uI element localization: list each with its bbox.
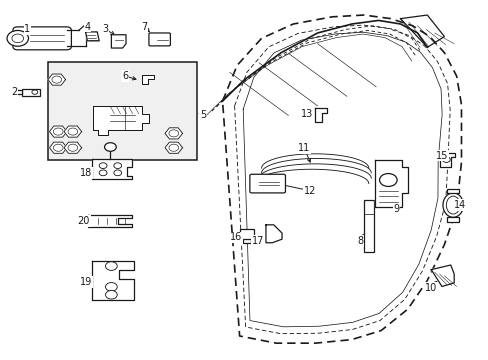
Text: 1: 1: [24, 24, 31, 35]
Polygon shape: [111, 35, 126, 48]
Bar: [243, 239, 250, 243]
Polygon shape: [164, 142, 182, 153]
Polygon shape: [265, 225, 282, 243]
Text: 5: 5: [200, 111, 206, 121]
Circle shape: [169, 130, 178, 137]
Circle shape: [104, 143, 116, 151]
Polygon shape: [164, 128, 182, 139]
Circle shape: [68, 128, 78, 135]
Text: 13: 13: [300, 109, 312, 119]
Polygon shape: [64, 142, 81, 153]
Polygon shape: [439, 153, 454, 167]
Text: 12: 12: [304, 186, 316, 196]
Ellipse shape: [446, 196, 459, 214]
Circle shape: [379, 174, 396, 186]
FancyBboxPatch shape: [149, 33, 170, 46]
Text: 14: 14: [453, 200, 465, 210]
Circle shape: [105, 262, 117, 270]
Circle shape: [105, 283, 117, 291]
Circle shape: [52, 76, 61, 83]
Text: 4: 4: [84, 22, 90, 32]
Circle shape: [53, 128, 63, 135]
Polygon shape: [142, 75, 154, 84]
Text: 6: 6: [122, 71, 128, 81]
Polygon shape: [92, 261, 134, 300]
Circle shape: [105, 291, 117, 299]
Text: 7: 7: [141, 22, 147, 32]
Bar: [447, 189, 458, 193]
Bar: [447, 217, 458, 222]
Circle shape: [99, 170, 107, 176]
Polygon shape: [92, 159, 132, 179]
Text: 11: 11: [297, 143, 309, 153]
Polygon shape: [374, 160, 407, 207]
Text: 16: 16: [229, 232, 242, 242]
Polygon shape: [88, 215, 132, 227]
Bar: [15, 90, 22, 94]
Circle shape: [114, 163, 122, 168]
Bar: [363, 200, 373, 252]
Ellipse shape: [442, 193, 463, 217]
Polygon shape: [48, 74, 65, 85]
Text: 8: 8: [357, 236, 363, 246]
Circle shape: [442, 157, 449, 162]
Circle shape: [53, 144, 63, 151]
Circle shape: [114, 170, 122, 176]
Text: 10: 10: [424, 283, 436, 293]
Polygon shape: [49, 126, 67, 137]
Text: 20: 20: [77, 216, 90, 226]
Polygon shape: [315, 108, 327, 122]
Text: 17: 17: [251, 236, 264, 246]
Polygon shape: [85, 32, 99, 41]
Text: 2: 2: [11, 87, 18, 97]
Bar: [240, 229, 253, 240]
Bar: [21, 89, 40, 96]
Polygon shape: [430, 265, 453, 287]
Circle shape: [68, 144, 78, 151]
Circle shape: [99, 163, 107, 168]
Polygon shape: [64, 126, 81, 137]
Circle shape: [12, 34, 23, 42]
Text: 15: 15: [435, 150, 447, 161]
Polygon shape: [49, 142, 67, 153]
Bar: [48, 62, 197, 160]
Text: 18: 18: [80, 168, 92, 178]
Polygon shape: [93, 107, 149, 135]
Text: 19: 19: [80, 277, 92, 287]
FancyBboxPatch shape: [13, 27, 71, 50]
Circle shape: [7, 31, 28, 46]
Text: 3: 3: [102, 24, 108, 35]
Circle shape: [169, 144, 178, 151]
Circle shape: [32, 90, 38, 94]
Text: 9: 9: [393, 204, 399, 215]
FancyBboxPatch shape: [249, 174, 285, 193]
